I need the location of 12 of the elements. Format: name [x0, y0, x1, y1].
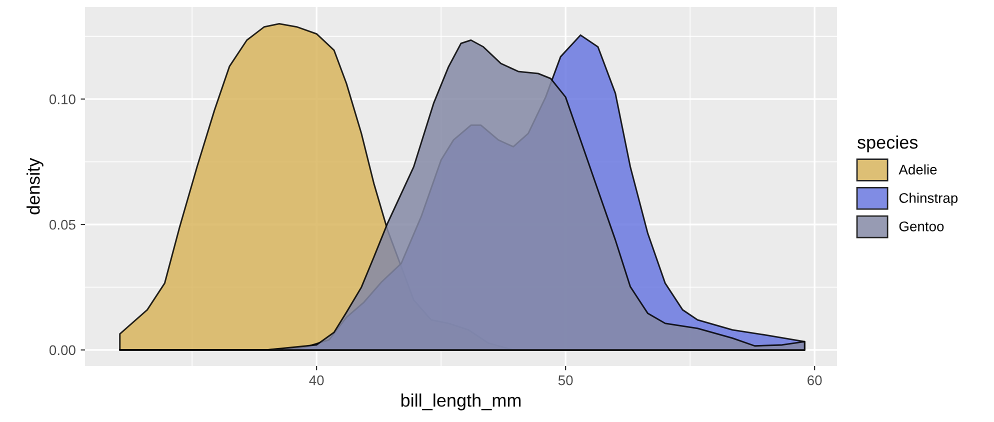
legend-label: Adelie — [898, 164, 937, 175]
legend-label: Gentoo — [899, 222, 944, 232]
x-axis-title: bill_length_mm — [401, 394, 521, 410]
y-axis-title: density — [26, 158, 44, 214]
legend-label: Chinstrap — [899, 192, 958, 206]
y-tick-label: 0.10 — [49, 94, 76, 104]
y-tick-label: 0.00 — [49, 345, 76, 356]
x-tick-label: 40 — [309, 375, 324, 386]
y-tick-label: 0.05 — [49, 220, 76, 230]
legend-title: species — [858, 135, 918, 152]
x-tick-label: 50 — [558, 375, 573, 386]
x-tick-label: 60 — [808, 375, 822, 386]
